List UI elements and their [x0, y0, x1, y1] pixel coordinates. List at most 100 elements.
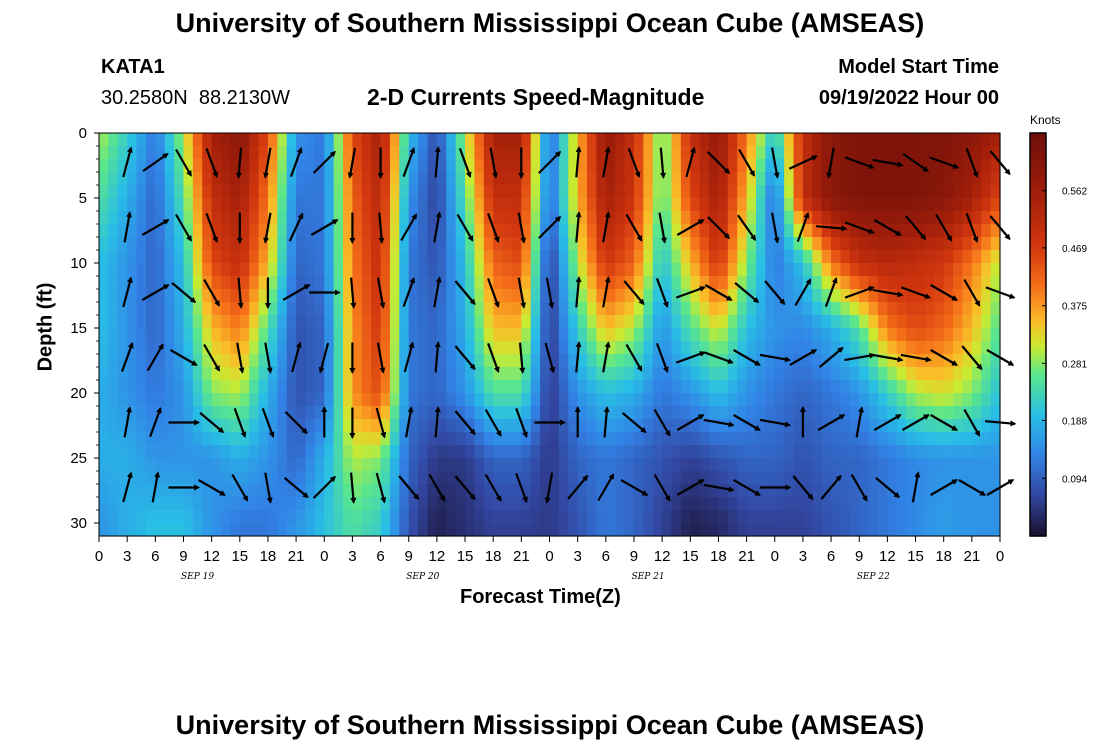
- heatmap-cell: [174, 354, 185, 368]
- heatmap-cell: [812, 276, 823, 290]
- heatmap-cell: [483, 458, 494, 472]
- heatmap-cell: [436, 263, 447, 277]
- heatmap-cell: [427, 432, 438, 446]
- heatmap-cell: [633, 302, 644, 316]
- heatmap-cell: [812, 393, 823, 407]
- current-arrow: [544, 342, 556, 374]
- heatmap-cell: [324, 263, 335, 277]
- heatmap-cell: [249, 367, 260, 381]
- heatmap-cell: [389, 354, 400, 368]
- current-arrow: [575, 211, 582, 243]
- heatmap-cell: [502, 159, 513, 173]
- current-arrow: [733, 349, 761, 366]
- y-tick-label: 10: [70, 255, 87, 272]
- heatmap-cell: [483, 289, 494, 303]
- heatmap-cell: [530, 406, 541, 420]
- heatmap-cell: [558, 523, 569, 537]
- heatmap-cell: [145, 172, 156, 186]
- heatmap-cell: [568, 224, 579, 238]
- heatmap-cell: [530, 302, 541, 316]
- heatmap-cell: [896, 406, 907, 420]
- heatmap-cell: [924, 380, 935, 394]
- heatmap-cell: [568, 406, 579, 420]
- heatmap-cell: [389, 380, 400, 394]
- current-arrow: [484, 473, 502, 502]
- heatmap-cell: [943, 484, 954, 498]
- heatmap-cell: [540, 419, 551, 433]
- heatmap-cell: [465, 380, 476, 394]
- heatmap-cell: [493, 484, 504, 498]
- heatmap-cell: [324, 380, 335, 394]
- heatmap-cell: [239, 146, 250, 160]
- heatmap-cell: [333, 471, 344, 485]
- colorbar-segment: [1030, 223, 1046, 228]
- heatmap-cell: [587, 497, 598, 511]
- heatmap-cell: [587, 445, 598, 459]
- heatmap-cell: [502, 185, 513, 199]
- heatmap-cell: [127, 523, 138, 537]
- heatmap-cell: [230, 198, 241, 212]
- heatmap-cell: [746, 250, 757, 264]
- heatmap-cell: [211, 432, 222, 446]
- heatmap-cell: [849, 354, 860, 368]
- colorbar-segment: [1030, 263, 1046, 268]
- heatmap-cell: [699, 328, 710, 342]
- heatmap-cell: [127, 458, 138, 472]
- heatmap-cell: [455, 419, 466, 433]
- heatmap-cell: [587, 263, 598, 277]
- heatmap-cell: [446, 445, 457, 459]
- heatmap-cell: [605, 497, 616, 511]
- heatmap-cell: [746, 471, 757, 485]
- heatmap-cell: [690, 276, 701, 290]
- heatmap-cell: [709, 159, 720, 173]
- heatmap-cell: [324, 432, 335, 446]
- heatmap-cell: [568, 380, 579, 394]
- heatmap-cell: [849, 315, 860, 329]
- heatmap-cell: [784, 133, 795, 147]
- heatmap-cell: [633, 354, 644, 368]
- heatmap-cell: [859, 445, 870, 459]
- heatmap-cell: [812, 432, 823, 446]
- heatmap-cell: [840, 497, 851, 511]
- heatmap-cell: [221, 432, 231, 446]
- heatmap-cell: [389, 393, 400, 407]
- heatmap-cell: [239, 380, 250, 394]
- heatmap-cell: [314, 237, 325, 251]
- heatmap-cell: [474, 211, 485, 225]
- heatmap-cell: [784, 510, 795, 524]
- heatmap-cell: [530, 341, 541, 355]
- heatmap-cell: [943, 497, 954, 511]
- heatmap-cell: [887, 198, 898, 212]
- heatmap-cell: [399, 276, 410, 290]
- heatmap-cell: [671, 497, 682, 511]
- heatmap-cell: [934, 146, 945, 160]
- heatmap-cell: [371, 471, 382, 485]
- heatmap-cell: [868, 302, 879, 316]
- heatmap-cell: [596, 406, 607, 420]
- heatmap-cell: [483, 237, 494, 251]
- heatmap-cell: [183, 471, 194, 485]
- heatmap-cell: [877, 211, 888, 225]
- colorbar-segment: [1030, 186, 1046, 191]
- heatmap-cell: [906, 380, 917, 394]
- heatmap-cell: [615, 237, 626, 251]
- current-arrow: [433, 276, 442, 308]
- heatmap-cell: [446, 406, 457, 420]
- heatmap-cell: [502, 432, 513, 446]
- heatmap-cell: [108, 367, 119, 381]
- heatmap-cell: [136, 445, 147, 459]
- heatmap-cell: [408, 172, 419, 186]
- heatmap-cell: [624, 133, 635, 147]
- colorbar-segment: [1030, 314, 1046, 319]
- heatmap-cell: [915, 237, 926, 251]
- heatmap-cell: [418, 250, 429, 264]
- colorbar-segment: [1030, 364, 1046, 369]
- heatmap-cell: [549, 471, 560, 485]
- heatmap-cell: [924, 367, 935, 381]
- heatmap-cell: [633, 250, 644, 264]
- heatmap-cell: [127, 263, 138, 277]
- heatmap-cell: [680, 250, 691, 264]
- heatmap-cell: [662, 133, 673, 147]
- heatmap-cell: [493, 276, 504, 290]
- heatmap-cell: [389, 159, 400, 173]
